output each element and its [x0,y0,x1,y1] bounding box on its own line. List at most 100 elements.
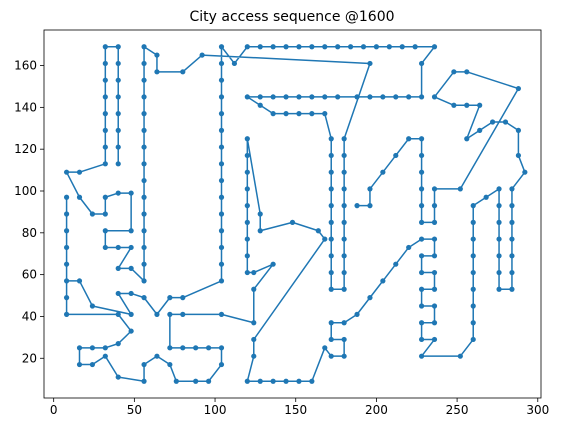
city-point [341,353,347,359]
city-point [141,261,147,267]
city-point [89,303,96,309]
city-point [244,169,250,175]
city-point [509,253,515,259]
city-point [141,278,147,284]
city-point [128,290,134,297]
city-point [180,345,186,351]
city-point [115,60,121,67]
city-point [418,320,425,326]
city-point [496,269,502,276]
city-point [257,378,263,384]
city-point [115,374,121,380]
city-point [115,265,121,271]
city-point [418,253,425,259]
city-point [218,211,225,217]
city-point [218,345,225,351]
city-point [218,244,225,251]
city-point [309,378,315,384]
city-point [141,244,147,251]
city-point [296,44,302,50]
city-point [431,186,438,192]
city-point [205,345,212,351]
city-point [257,94,263,100]
city-point [431,94,438,100]
city-point [102,144,108,150]
y-tick-label: 20 [22,351,37,365]
city-point [63,311,70,317]
city-point [341,336,347,343]
city-point [167,295,173,301]
city-point [341,269,347,276]
city-point [141,295,147,301]
city-point [218,144,225,150]
city-point [483,194,489,200]
city-point [218,278,225,284]
city-point [418,219,425,225]
city-point [102,60,108,67]
city-point [102,94,108,100]
city-point [63,244,70,251]
x-tick-label: 50 [127,403,142,417]
city-point [218,261,225,267]
city-point [328,169,334,175]
city-point [128,265,134,271]
city-point [141,161,147,167]
city-point [431,236,438,242]
city-point [309,44,315,50]
city-point [173,378,179,384]
city-point [322,236,328,242]
city-point [102,345,108,351]
city-point [63,228,70,234]
city-point [470,236,476,242]
city-point [283,111,289,117]
city-point [496,236,502,242]
city-point [509,186,515,192]
x-tick-label: 200 [365,403,388,417]
city-point [218,228,225,234]
city-point [451,102,457,108]
city-point [270,111,276,117]
city-point [244,203,250,209]
city-point [470,269,476,276]
city-point [418,269,425,276]
city-point [102,77,108,83]
city-point [328,186,334,192]
city-point [257,211,263,217]
city-point [102,161,108,167]
city-point [63,295,70,301]
city-point [464,136,470,142]
city-point [496,186,502,192]
city-point [477,102,483,108]
city-point [251,353,257,359]
city-point [470,336,476,343]
city-point [283,44,289,50]
city-point [431,320,438,326]
city-point [128,190,134,196]
city-point [244,378,250,384]
x-tick-label: 0 [50,403,58,417]
city-point [509,219,515,225]
city-point [115,244,121,251]
city-point [341,320,347,326]
city-point [244,236,250,242]
city-point [418,203,425,209]
city-point [296,378,302,384]
city-point [180,295,186,301]
city-point [102,353,108,359]
city-point [141,77,147,83]
city-point [128,328,134,334]
city-point [341,219,347,225]
city-point [418,186,425,192]
city-point [251,269,257,276]
city-point [412,44,418,50]
city-point [63,169,70,175]
city-point [406,136,412,142]
city-point [367,295,373,301]
city-point [418,336,425,343]
city-point [328,253,334,259]
city-point [141,177,147,184]
city-point [115,77,121,83]
city-point [154,353,160,359]
city-point [431,219,438,225]
